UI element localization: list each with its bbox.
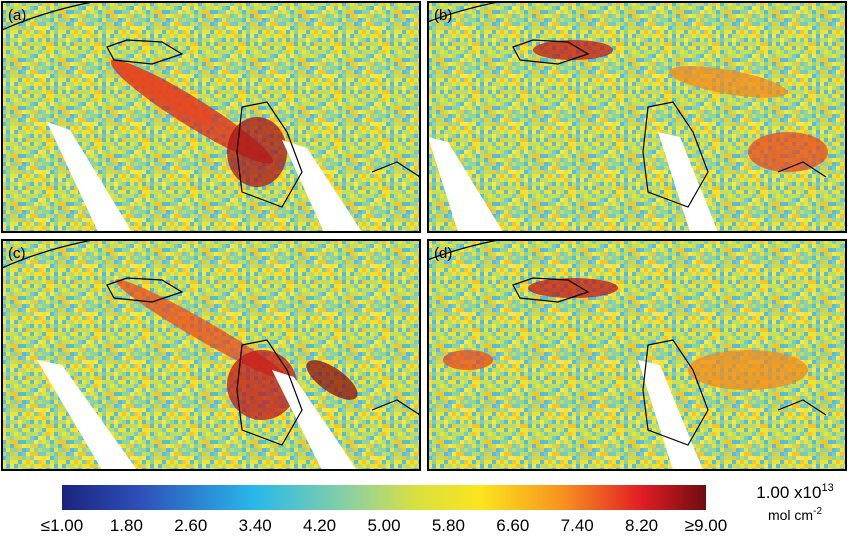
no-data [272,370,357,470]
plume [668,66,788,98]
colorbar-unit: mol cm-2 [768,506,822,523]
panel-frame [1,239,421,471]
map-panel: (a) [1,1,421,233]
no-data [428,137,503,232]
colorbar-ticks: ≤1.00 1.80 2.60 3.40 4.20 5.00 5.80 6.60 7.40 8.2… [41,516,727,535]
panel-label: (a) [8,7,26,24]
map-field [2,240,420,470]
no-data [47,122,132,232]
map-content [428,240,846,470]
map-content [2,2,420,232]
colorbar-tick-label: 3.40 [239,516,272,535]
coastline [777,161,827,178]
panels: (a) (b) (c) (d) [1,1,847,471]
colorbar-scale: 1.00 x1013 [756,482,833,502]
coastline [371,399,420,416]
colorbar-tick-label: 6.60 [496,516,529,535]
no-data [37,360,137,470]
plume [688,350,808,390]
coastline [777,399,827,416]
plume [110,59,214,125]
coastline [642,339,709,446]
map-field [428,2,846,232]
panel-label: (c) [8,245,26,262]
map-panel: (d) [427,239,847,471]
coastline [236,339,303,446]
plume [227,350,297,420]
colorbar-tick-label: 5.80 [432,516,465,535]
plume [306,360,358,400]
coastline [512,39,590,65]
no-data [658,132,718,232]
no-data [638,360,703,470]
panel-label: (d) [434,245,452,262]
map-content [2,240,420,470]
panel-frame [427,1,847,233]
coastline [642,101,709,208]
colorbar-tick-label: 7.40 [561,516,594,535]
no-data [282,140,362,232]
colorbar-tick-label: ≤1.00 [41,516,83,535]
panel-frame [1,1,421,233]
map-panel: (c) [1,239,421,471]
colorbar-tick-label: 1.80 [110,516,143,535]
coastline [428,240,499,261]
plume [528,278,618,298]
colorbar-tick-label: 8.20 [625,516,658,535]
plume [443,350,493,370]
colorbar-tick-label: 5.00 [367,516,400,535]
coastline [512,277,590,303]
map-panel: (b) [427,1,847,233]
coastline [236,101,303,208]
colorbar-tick-label: ≥9.00 [685,516,727,535]
plume [533,40,613,60]
coastline [2,240,93,269]
colorbar-tick-label: 4.20 [303,516,336,535]
coastline [371,161,420,178]
plume [227,117,287,187]
panel-frame [427,239,847,471]
colorbar [62,485,706,510]
coastline [428,2,499,23]
plume [748,132,828,172]
coastline [106,39,184,65]
coastline [2,2,93,31]
colorbar-tick-label: 2.60 [174,516,207,535]
panel-label: (b) [434,7,452,24]
map-content [428,2,846,232]
coastline [106,277,184,303]
